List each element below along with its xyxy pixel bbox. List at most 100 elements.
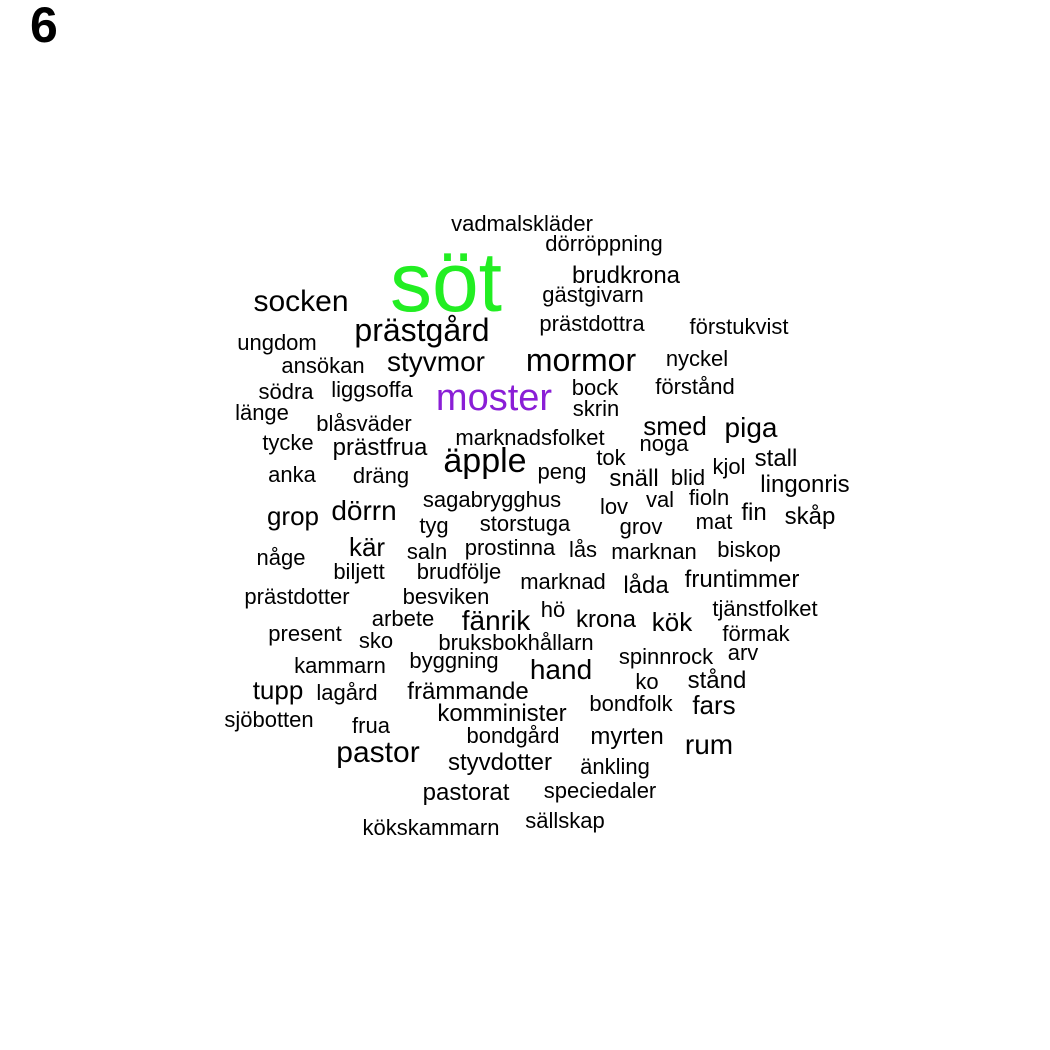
- word-present: present: [268, 621, 342, 646]
- word-sodra: södra: [258, 379, 314, 404]
- word-fars: fars: [692, 690, 736, 720]
- word-bruksbokhallarn: bruksbokhållarn: [438, 630, 594, 655]
- word-nage: någe: [256, 545, 306, 570]
- word-grov: grov: [619, 514, 663, 539]
- word-tupp: tupp: [252, 675, 304, 705]
- word-snall: snäll: [609, 465, 659, 492]
- word-noga: noga: [639, 431, 689, 456]
- word-saln: saln: [406, 539, 448, 564]
- word-pastor: pastor: [336, 736, 420, 769]
- word-dorrn: dörrn: [331, 495, 397, 526]
- word-val: val: [645, 487, 675, 512]
- word-kjol: kjol: [712, 454, 746, 479]
- word-formak: förmak: [722, 621, 790, 646]
- word-mat: mat: [695, 509, 733, 534]
- word-ankling: änkling: [580, 754, 650, 779]
- word-brudkrona: brudkrona: [571, 262, 681, 289]
- word-lada: låda: [623, 572, 669, 599]
- word-sagabrygghus: sagabrygghus: [422, 487, 562, 512]
- word-apple: äpple: [443, 442, 527, 480]
- word-biskop: biskop: [717, 537, 781, 562]
- word-styvmor: styvmor: [387, 346, 485, 377]
- word-mormor: mormor: [525, 342, 637, 378]
- panel-label: 6: [30, 0, 58, 53]
- word-prastdottra: prästdottra: [539, 311, 645, 336]
- word-komminister: komminister: [437, 700, 567, 727]
- word-socken: socken: [253, 285, 349, 318]
- word-kok: kök: [651, 607, 693, 637]
- word-frua: frua: [352, 713, 390, 738]
- word-forstand: förstånd: [655, 374, 735, 399]
- word-smed: smed: [643, 411, 707, 441]
- word-kar: kär: [348, 532, 386, 562]
- word-tyg: tyg: [419, 513, 449, 538]
- word-sallskap: sällskap: [525, 808, 605, 833]
- word-besviken: besviken: [402, 584, 490, 609]
- word-prastdotter: prästdotter: [244, 584, 350, 609]
- word-marknan: marknan: [611, 539, 697, 564]
- word-prastfrua: prästfrua: [332, 434, 428, 461]
- word-ko: ko: [635, 669, 659, 694]
- word-ansokan: ansökan: [281, 353, 365, 378]
- word-lov: lov: [599, 494, 629, 519]
- word-frammande: främmande: [407, 678, 529, 705]
- word-arv: arv: [727, 640, 759, 665]
- word-gastgivarn: gästgivarn: [542, 282, 644, 307]
- word-bondfolk: bondfolk: [589, 691, 673, 716]
- word-anka: anka: [268, 462, 316, 487]
- word-ho: hö: [540, 597, 566, 622]
- word-las: lås: [568, 537, 598, 562]
- word-dorroppning: dörröppning: [545, 231, 663, 256]
- word-tjanstfolket: tjänstfolket: [712, 596, 818, 621]
- word-skap: skåp: [784, 503, 836, 530]
- word-brudfolje: brudfölje: [416, 559, 502, 584]
- word-blasvader: blåsväder: [316, 411, 412, 436]
- word-storstuga: storstuga: [479, 511, 571, 536]
- word-fruntimmer: fruntimmer: [684, 566, 800, 593]
- word-vadmalsklader: vadmalskläder: [451, 211, 593, 236]
- word-prostinna: prostinna: [464, 535, 556, 560]
- word-bondgard: bondgård: [466, 723, 560, 748]
- word-rum: rum: [684, 729, 734, 760]
- word-blid: blid: [670, 465, 706, 490]
- word-sjobotten: sjöbotten: [224, 707, 314, 732]
- word-tycke: tycke: [262, 430, 314, 455]
- word-byggning: byggning: [409, 648, 499, 673]
- word-spinnrock: spinnrock: [618, 644, 714, 669]
- word-ungdom: ungdom: [237, 330, 317, 355]
- word-forstukvist: förstukvist: [689, 314, 789, 339]
- word-myrten: myrten: [590, 723, 664, 750]
- word-marknad: marknad: [520, 569, 606, 594]
- word-hand: hand: [529, 654, 593, 685]
- word-krona: krona: [575, 606, 637, 633]
- word-stall: stall: [754, 445, 798, 472]
- word-fin: fin: [741, 499, 767, 526]
- word-styvdotter: styvdotter: [447, 749, 553, 776]
- word-lange: länge: [235, 400, 289, 425]
- word-stand: stånd: [687, 667, 747, 694]
- word-liggsoffa: liggsoffa: [331, 377, 413, 402]
- word-nyckel: nyckel: [665, 346, 729, 371]
- word-marknadsfolket: marknadsfolket: [455, 425, 605, 450]
- word-piga: piga: [724, 412, 778, 443]
- word-lagard: lagård: [316, 680, 378, 705]
- word-fanrik: fänrik: [461, 605, 531, 636]
- word-sot: söt: [389, 235, 503, 329]
- word-fioln: fioln: [688, 485, 730, 510]
- word-grop: grop: [266, 501, 320, 531]
- word-kammarn: kammarn: [294, 653, 386, 678]
- word-biljett: biljett: [333, 559, 385, 584]
- word-prastgard: prästgård: [354, 312, 490, 348]
- word-bock: bock: [571, 375, 619, 400]
- word-sko: sko: [358, 628, 394, 653]
- word-skrin: skrin: [572, 396, 620, 421]
- word-drang: dräng: [352, 463, 410, 488]
- word-speciedaler: speciedaler: [543, 778, 657, 803]
- word-moster: moster: [435, 377, 553, 419]
- word-pastorat: pastorat: [422, 779, 510, 806]
- word-kokskammarn: kökskammarn: [362, 815, 500, 840]
- word-arbete: arbete: [371, 606, 435, 631]
- word-tok: tok: [596, 445, 626, 470]
- word-lingonris: lingonris: [760, 471, 850, 498]
